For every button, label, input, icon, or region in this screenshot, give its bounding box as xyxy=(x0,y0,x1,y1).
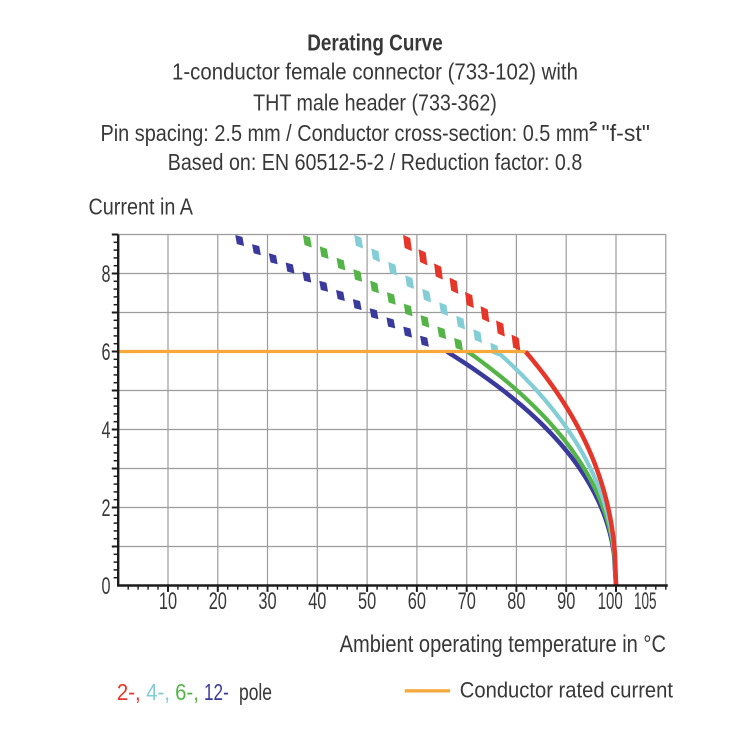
svg-text:"f-st": "f-st" xyxy=(602,120,651,146)
svg-text:0: 0 xyxy=(102,573,111,600)
svg-text:Based on: EN 60512-5-2 / Reduc: Based on: EN 60512-5-2 / Reduction facto… xyxy=(168,149,583,175)
svg-text:2: 2 xyxy=(102,495,111,522)
svg-text:4: 4 xyxy=(102,417,111,444)
svg-text:6: 6 xyxy=(102,339,111,366)
svg-text:30: 30 xyxy=(258,588,276,615)
svg-text:1-conductor female connector (: 1-conductor female connector (733-102) w… xyxy=(172,59,578,85)
svg-text:4-,: 4-, xyxy=(146,679,170,705)
svg-text:Conductor rated current: Conductor rated current xyxy=(460,678,674,703)
svg-text:100: 100 xyxy=(598,588,623,615)
svg-text:10: 10 xyxy=(159,588,177,615)
svg-text:50: 50 xyxy=(358,588,376,615)
svg-text:THT male header (733-362): THT male header (733-362) xyxy=(253,89,497,115)
svg-text:70: 70 xyxy=(458,588,476,615)
svg-text:60: 60 xyxy=(408,588,426,615)
svg-text:80: 80 xyxy=(507,588,525,615)
svg-text:Pin spacing: 2.5 mm / Conducto: Pin spacing: 2.5 mm / Conductor cross-se… xyxy=(101,120,590,146)
svg-text:40: 40 xyxy=(308,588,326,615)
svg-text:20: 20 xyxy=(209,588,227,615)
svg-text:2: 2 xyxy=(589,118,598,133)
svg-text:12-: 12- xyxy=(204,679,229,705)
svg-text:8: 8 xyxy=(102,261,111,288)
svg-text:90: 90 xyxy=(557,588,575,615)
svg-text:2-,: 2-, xyxy=(117,679,141,705)
svg-text:pole: pole xyxy=(239,679,272,705)
svg-text:105: 105 xyxy=(634,588,657,615)
svg-text:Ambient operating temperature: Ambient operating temperature in °C xyxy=(340,631,666,658)
svg-text:Current in A: Current in A xyxy=(89,194,194,220)
svg-text:Derating Curve: Derating Curve xyxy=(307,29,443,55)
svg-text:6-,: 6-, xyxy=(175,679,199,705)
